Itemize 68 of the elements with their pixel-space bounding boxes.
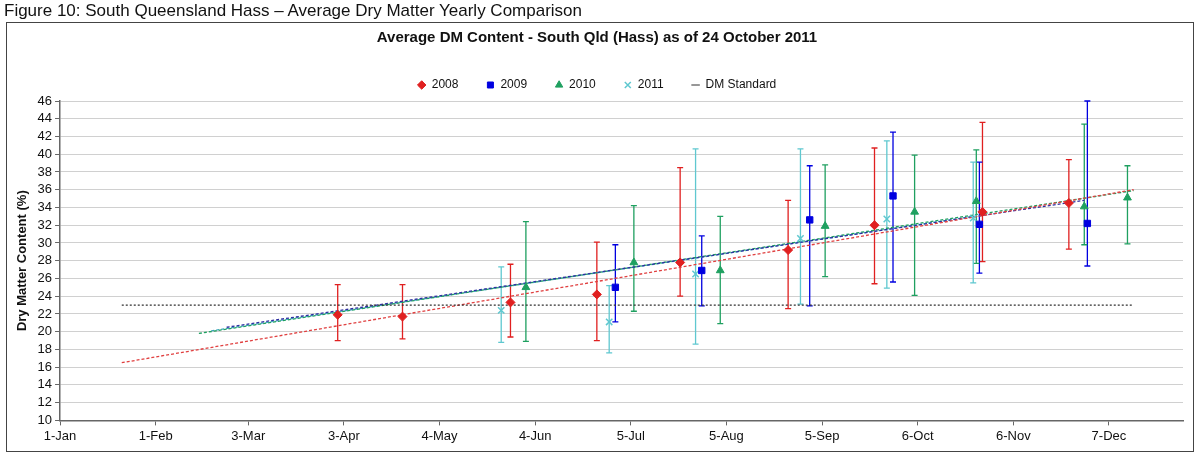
point [796,234,805,243]
x-tick-label: 4-May [421,427,459,443]
legend-label: 2009 [500,77,528,92]
x-tick-label: 3-Apr [327,427,361,443]
x-tick-label: 1-Feb [138,427,173,443]
y-tick-label: 14 [37,376,53,392]
point [869,220,880,231]
y-tick-label: 24 [37,287,53,303]
y-tick-label: 40 [37,145,53,161]
y-tick-label: 38 [37,163,53,179]
y-tick-label: 46 [37,92,53,108]
y-axis-title: Dry Matter Content (%) [14,190,30,332]
point [910,206,919,215]
point [698,266,706,275]
y-tick-label: 36 [37,181,53,197]
x-tick-label: 6-Nov [995,427,1032,443]
y-tick-label: 28 [37,252,53,268]
y-tick-label: 42 [37,128,53,144]
point [1083,219,1092,228]
point [521,282,531,291]
point [629,257,639,266]
y-tick-label: 18 [37,341,53,356]
point [806,216,814,224]
point [975,220,984,229]
y-tick-label: 30 [37,234,53,250]
y-tick-label: 32 [37,216,53,232]
point [820,221,830,229]
point [691,270,700,278]
y-tick-label: 12 [37,394,53,410]
x-tick-label: 1-Jan [43,427,77,443]
legend-label: 2008 [431,77,459,92]
chart-title: Average DM Content - South Qld (Hass) as of 24 October 2011 [376,28,818,46]
point [715,265,725,274]
point [783,245,794,256]
x-tick-label: 5-Aug [709,427,744,443]
point [1063,198,1074,209]
x-tick-label: 3-Mar [231,427,266,443]
y-tick-label: 34 [37,199,53,215]
y-tick-label: 16 [37,358,53,374]
point [605,317,614,326]
point [332,309,343,320]
x-tick-label: 6-Oct [901,427,934,443]
point [889,192,897,200]
x-tick-label: 4-Jun [518,427,552,443]
point [1123,192,1132,201]
point [675,257,686,268]
point [882,215,891,223]
x-tick-label: 7-Dec [1091,427,1127,443]
x-tick-label: 5-Sep [804,427,840,443]
point [611,283,620,291]
point [505,297,516,308]
legend-label: 2011 [637,77,664,92]
y-tick-label: 10 [37,411,53,427]
point [971,196,981,205]
point [977,206,988,217]
y-tick-label: 26 [37,270,53,286]
point [969,214,978,223]
point [591,289,602,300]
x-tick-label: 5-Jul [616,427,645,443]
point [397,311,408,322]
point [1079,201,1089,210]
y-tick-label: 22 [37,305,53,321]
caption: Figure 10: South Queensland Hass – Average Dry Matter Yearly Comparison [3,0,583,22]
point [497,306,506,315]
legend-label: 2010 [569,77,597,92]
y-tick-label: 20 [37,323,53,339]
legend-label: DM Standard [705,77,777,92]
y-tick-label: 44 [37,110,53,126]
